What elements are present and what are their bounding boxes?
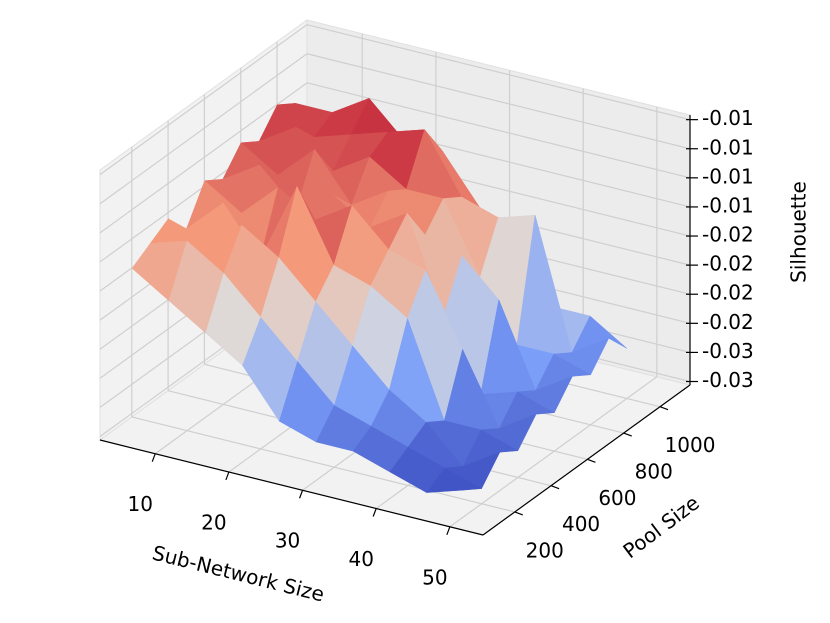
z-tick-label: -0.02 xyxy=(702,223,754,247)
y-tick-label: 1000 xyxy=(665,433,716,457)
z-axis-label: Silhouette xyxy=(787,181,811,283)
grid-line xyxy=(306,82,691,179)
grid-line xyxy=(99,24,308,176)
y-tick xyxy=(550,485,560,490)
x-tick-label: 10 xyxy=(128,492,153,516)
z-tick-label: -0.01 xyxy=(702,135,754,159)
x-tick-label: 40 xyxy=(348,547,373,571)
z-tick-label: -0.03 xyxy=(702,339,754,363)
y-axis-line xyxy=(482,384,691,536)
grid-line xyxy=(306,24,691,121)
x-tick-label: 20 xyxy=(201,510,226,534)
y-tick xyxy=(587,458,596,463)
surface xyxy=(131,97,628,493)
z-tick-label: -0.01 xyxy=(702,164,754,188)
x-tick xyxy=(372,508,377,517)
x-tick xyxy=(151,453,156,462)
x-tick-label: 50 xyxy=(422,565,447,589)
z-tick-label: -0.01 xyxy=(702,193,754,217)
grid-line xyxy=(306,53,691,150)
grid-line xyxy=(449,376,658,528)
z-tick-label: -0.01 xyxy=(702,106,754,130)
z-tick-label: -0.03 xyxy=(702,368,754,392)
x-tick xyxy=(446,526,451,535)
y-tick-label: 600 xyxy=(598,486,636,510)
x-tick-label: 30 xyxy=(275,529,300,553)
grid-line xyxy=(99,82,308,234)
grid-line xyxy=(99,53,308,205)
y-tick xyxy=(514,511,523,516)
x-tick xyxy=(225,471,230,481)
x-tick xyxy=(298,490,304,499)
z-tick-label: -0.02 xyxy=(702,252,754,276)
surface-patch xyxy=(426,467,483,493)
y-tick-label: 800 xyxy=(635,460,673,484)
y-tick-label: 200 xyxy=(526,538,564,562)
grid-line xyxy=(131,416,515,513)
y-tick-label: 400 xyxy=(562,512,600,536)
y-tick xyxy=(623,432,632,437)
z-tick-label: -0.02 xyxy=(702,281,754,305)
x-axis-line xyxy=(99,439,484,536)
y-tick xyxy=(659,406,669,411)
z-tick-label: -0.02 xyxy=(702,310,754,334)
